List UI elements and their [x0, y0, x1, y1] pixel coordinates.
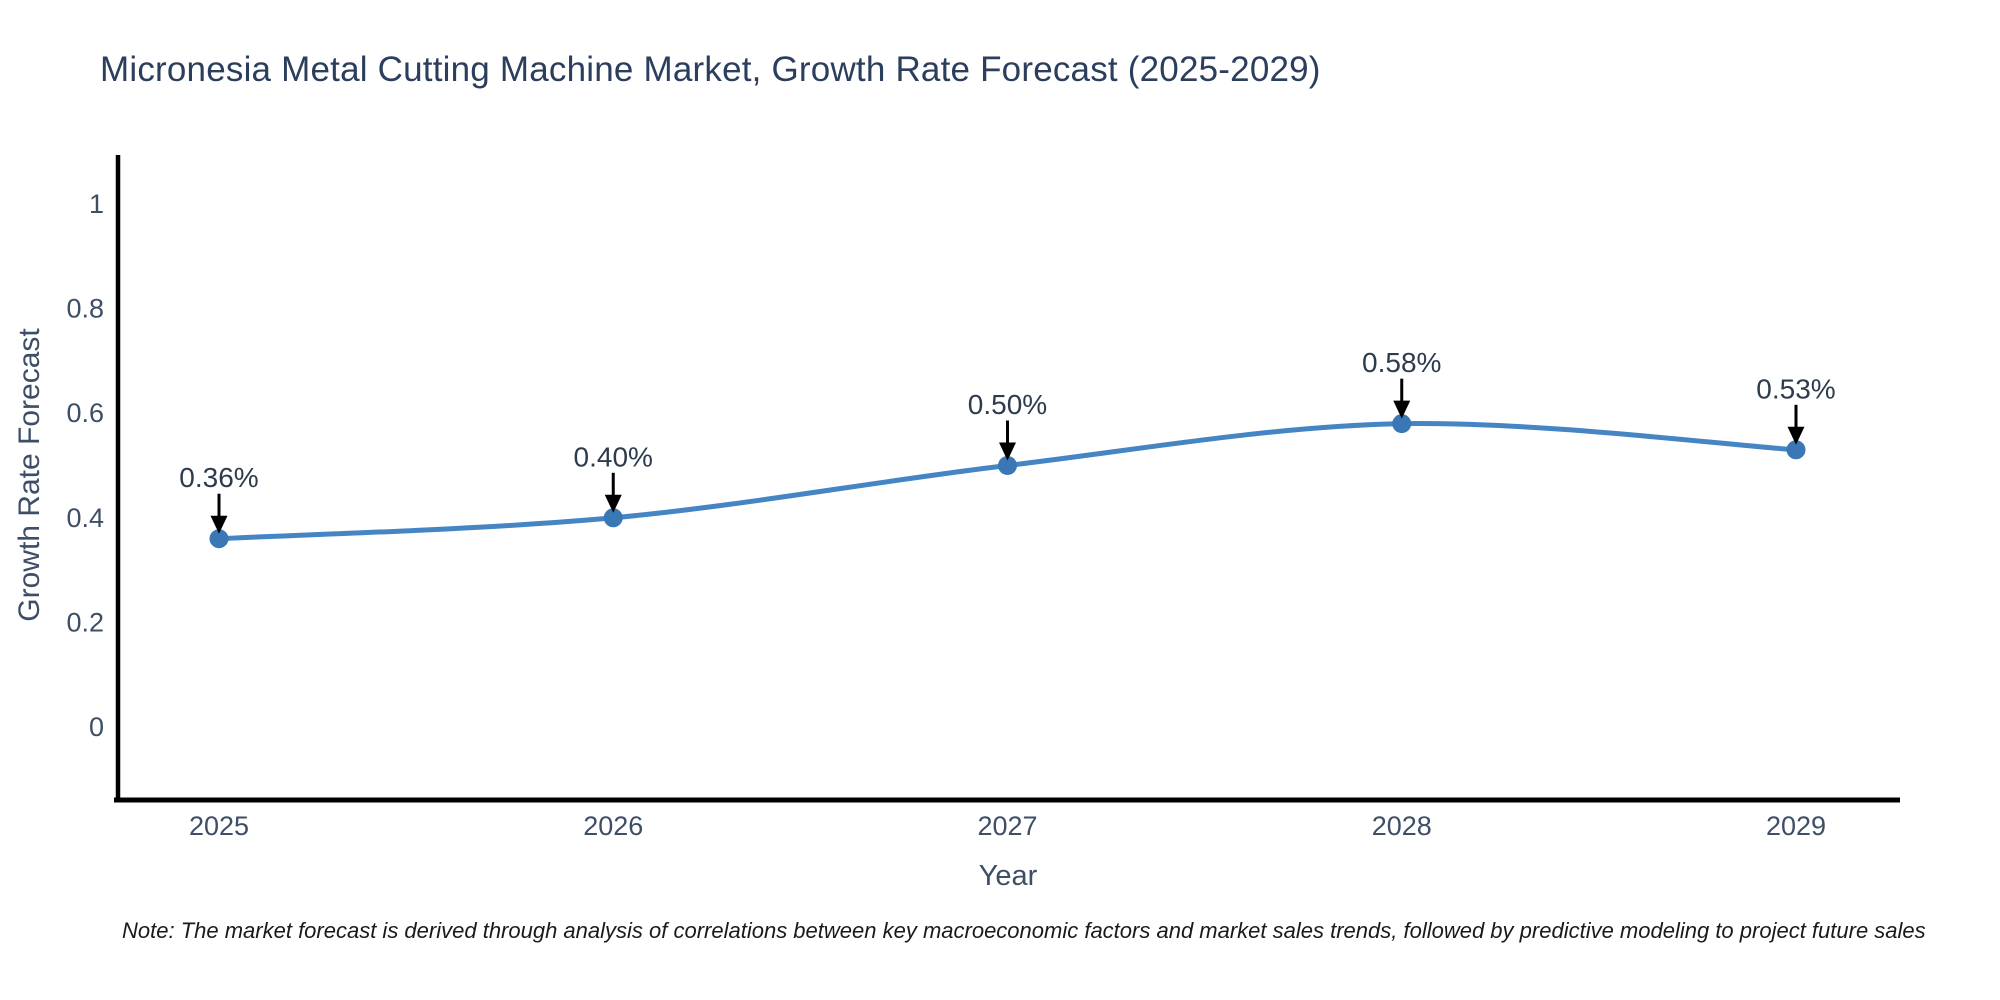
annotation-arrow-head — [604, 494, 622, 513]
data-point-value-label: 0.53% — [1756, 373, 1835, 404]
x-tick-label: 2028 — [1372, 811, 1432, 841]
annotation-arrow-head — [999, 442, 1016, 461]
y-tick-label: 0.4 — [66, 503, 104, 533]
x-tick-label: 2027 — [977, 811, 1037, 841]
y-tick-label: 0.8 — [66, 294, 104, 324]
x-tick-label: 2025 — [189, 811, 249, 841]
x-tick-label: 2026 — [583, 811, 643, 841]
data-point-marker — [1392, 414, 1412, 434]
y-tick-label: 0 — [89, 712, 104, 742]
x-axis-label: Year — [978, 860, 1038, 892]
y-tick-label: 1 — [89, 189, 104, 219]
data-point-value-label: 0.36% — [179, 462, 258, 493]
footnote: Note: The market forecast is derived thr… — [122, 918, 1926, 943]
annotation-arrow-head — [210, 515, 228, 534]
y-tick-label: 0.6 — [66, 398, 104, 428]
x-tick-label: 2029 — [1766, 811, 1826, 841]
annotation-arrow-head — [1393, 400, 1411, 419]
data-point-value-label: 0.58% — [1362, 347, 1441, 378]
data-point-marker — [603, 508, 623, 528]
chart-title: Micronesia Metal Cutting Machine Market,… — [100, 50, 1321, 89]
data-point-value-label: 0.40% — [574, 441, 653, 472]
data-point-marker — [209, 529, 229, 549]
data-point-value-label: 0.50% — [968, 389, 1047, 420]
data-point-marker — [1786, 440, 1806, 460]
data-point-marker — [998, 456, 1017, 475]
y-tick-label: 0.2 — [66, 607, 104, 637]
annotation-arrow-head — [1787, 426, 1805, 445]
